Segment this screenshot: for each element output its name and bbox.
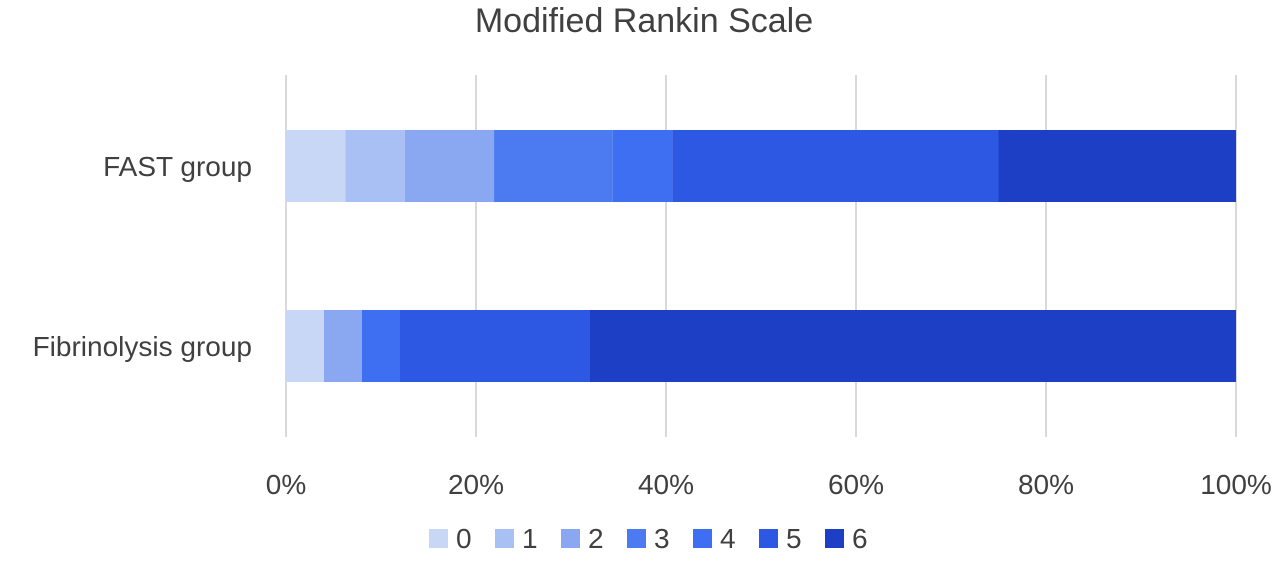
legend-swatch (627, 529, 646, 548)
x-tick-label: 20% (448, 469, 504, 500)
bar-segment (672, 130, 999, 202)
legend-label: 5 (786, 523, 802, 554)
x-tick-label: 60% (828, 469, 884, 500)
category-labels: FAST group Fibrinolysis group (33, 151, 252, 362)
legend-label: 2 (588, 523, 604, 554)
legend-label: 0 (456, 523, 472, 554)
x-tick-label: 40% (638, 469, 694, 500)
legend-label: 6 (852, 523, 868, 554)
bar-segment (324, 310, 362, 382)
bar-segment (612, 130, 673, 202)
legend: 0 1 2 3 4 5 6 (429, 523, 868, 554)
category-label: FAST group (103, 151, 252, 182)
bar-segment (286, 130, 346, 202)
bar-segment (286, 310, 324, 382)
bar-segment (400, 310, 590, 382)
legend-swatch (429, 529, 448, 548)
legend-swatch (561, 529, 580, 548)
bar-segment (345, 130, 405, 202)
bar-segment (590, 310, 1236, 382)
chart-title: Modified Rankin Scale (475, 2, 813, 40)
legend-label: 1 (522, 523, 538, 554)
legend-swatch (759, 529, 778, 548)
bar-segment (998, 130, 1236, 202)
x-tick-label: 80% (1018, 469, 1074, 500)
legend-swatch (693, 529, 712, 548)
x-tick-label: 0% (266, 469, 306, 500)
legend-label: 4 (720, 523, 736, 554)
category-label: Fibrinolysis group (33, 331, 252, 362)
legend-swatch (495, 529, 514, 548)
bar-segment (362, 310, 400, 382)
gridlines (285, 75, 1237, 437)
x-tick-labels: 0% 20% 40% 60% 80% 100% (266, 469, 1272, 500)
legend-label: 3 (654, 523, 670, 554)
x-tick-label: 100% (1200, 469, 1272, 500)
bar-segment (494, 130, 613, 202)
bar-segment (404, 130, 495, 202)
bars (286, 130, 1236, 382)
legend-swatch (825, 529, 844, 548)
